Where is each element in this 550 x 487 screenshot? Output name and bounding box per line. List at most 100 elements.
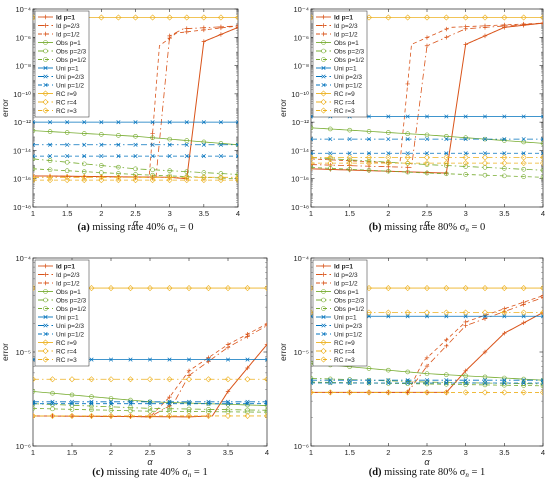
circle-marker <box>108 396 114 401</box>
plus-marker <box>521 320 526 326</box>
legend-entry: Id p=1 <box>56 15 75 22</box>
legend-entry: Obs p=2/3 <box>334 49 365 56</box>
diamond-marker <box>423 14 431 21</box>
circle-marker <box>463 164 468 169</box>
x-marker <box>167 357 172 362</box>
diamond-marker <box>88 285 95 292</box>
diamond-marker <box>64 174 71 181</box>
x-marker <box>184 120 189 125</box>
x-marker <box>184 154 189 159</box>
plus-marker <box>502 22 507 28</box>
circle-marker <box>540 381 543 387</box>
x-marker <box>206 399 211 404</box>
diamond-marker <box>183 174 190 181</box>
diamond-marker <box>423 309 431 316</box>
x-marker <box>108 399 114 404</box>
x-marker <box>311 137 314 142</box>
y-tick-label: 10⁻¹⁰ <box>291 90 309 99</box>
x-marker <box>147 401 153 406</box>
x-marker <box>482 137 488 142</box>
x-marker <box>540 137 543 142</box>
diamond-marker <box>185 376 193 383</box>
x-tick-label: 2 <box>386 209 390 218</box>
circle-marker <box>50 402 55 407</box>
circle-marker <box>264 409 267 415</box>
x-tick-label: 1.5 <box>344 209 354 218</box>
x-marker <box>218 142 223 147</box>
legend-entry: RC r=9 <box>334 340 355 347</box>
x-tick-label: 1 <box>309 209 313 218</box>
x-tick-label: 1 <box>31 209 35 218</box>
diamond-marker <box>205 412 212 419</box>
plus-marker <box>540 295 543 300</box>
diamond-marker <box>320 90 327 97</box>
x-marker <box>444 151 449 156</box>
circle-marker <box>540 383 543 389</box>
x-marker <box>366 380 372 386</box>
diamond-marker <box>385 14 392 21</box>
diamond-marker <box>539 285 543 292</box>
circle-marker <box>201 139 207 145</box>
circle-marker <box>89 407 94 413</box>
diamond-marker <box>42 347 49 355</box>
x-marker <box>502 314 507 319</box>
diamond-marker <box>346 154 353 161</box>
circle-marker <box>116 164 121 170</box>
circle-marker <box>47 167 53 173</box>
panel-caption: (d) missing rate 80% σn = 1 <box>369 467 486 479</box>
x-marker <box>245 357 250 362</box>
diamond-marker <box>98 174 105 181</box>
x-marker <box>366 314 372 319</box>
y-tick-label: 10⁻¹⁴ <box>291 146 309 155</box>
x-marker <box>48 154 53 159</box>
circle-marker <box>366 129 372 134</box>
x-marker <box>201 142 206 147</box>
x-marker <box>321 65 326 71</box>
diamond-marker <box>166 177 173 184</box>
diamond-marker <box>205 376 212 383</box>
diamond-marker <box>234 14 238 21</box>
circle-marker <box>116 171 121 176</box>
circle-marker <box>424 162 430 167</box>
diamond-marker <box>327 389 334 396</box>
diamond-marker <box>42 339 49 346</box>
x-marker <box>347 151 352 156</box>
y-tick-label: 10⁻¹² <box>292 118 310 127</box>
legend-entry: RC r=9 <box>334 91 355 98</box>
diamond-marker <box>68 376 76 383</box>
diamond-marker <box>404 160 411 167</box>
plus-marker <box>321 280 326 286</box>
y-tick-label: 10⁻¹² <box>14 118 32 127</box>
diamond-marker <box>539 14 543 21</box>
circle-marker <box>150 135 155 140</box>
x-marker <box>482 114 488 119</box>
x-marker <box>147 399 153 404</box>
y-tick-label: 10⁻⁸ <box>16 62 31 71</box>
y-tick-label: 10⁻⁴ <box>15 5 31 14</box>
circle-marker <box>235 172 238 177</box>
x-marker <box>521 114 526 119</box>
x-marker <box>311 151 314 156</box>
x-marker <box>184 142 189 147</box>
x-marker <box>167 120 172 125</box>
x-marker <box>150 154 155 159</box>
circle-marker <box>225 407 231 412</box>
diamond-marker <box>311 154 315 161</box>
circle-marker <box>444 372 449 378</box>
circle-marker <box>264 407 267 413</box>
circle-marker <box>463 135 468 140</box>
diamond-marker <box>462 285 469 292</box>
diamond-marker <box>365 285 373 292</box>
circle-marker <box>540 175 543 180</box>
legend-entry: Uni p=1 <box>56 66 79 73</box>
diamond-marker <box>501 285 508 292</box>
x-marker <box>65 154 70 159</box>
legend-entry: RC r=9 <box>56 91 77 98</box>
plus-marker <box>463 24 468 29</box>
x-tick-label: 3.5 <box>223 448 233 457</box>
plus-marker <box>201 27 207 33</box>
x-tick-label: 2.5 <box>145 448 155 457</box>
y-axis-label: error <box>0 99 10 117</box>
